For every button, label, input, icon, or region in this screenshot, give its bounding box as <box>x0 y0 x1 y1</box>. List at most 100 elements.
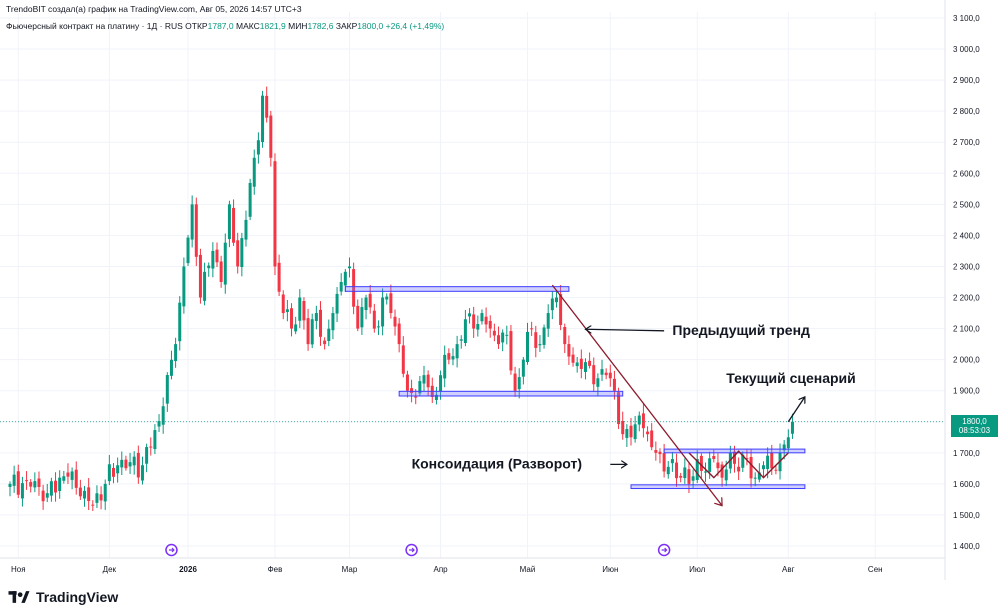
open-value: 1787,0 <box>207 21 234 31</box>
candle <box>95 485 99 508</box>
candle <box>310 313 314 349</box>
candle <box>70 467 74 490</box>
candle <box>360 298 364 335</box>
tradingview-footer[interactable]: TradingView <box>8 589 118 605</box>
candle <box>575 356 579 373</box>
x-tick-label: 2026 <box>179 565 197 574</box>
candle <box>550 291 554 320</box>
candle <box>211 242 215 278</box>
candle <box>352 262 356 315</box>
candle <box>712 449 716 463</box>
candle <box>534 325 538 358</box>
candle <box>480 309 484 325</box>
candle <box>87 478 91 511</box>
y-tick-label: 1 500,0 <box>953 511 980 520</box>
candle <box>227 200 231 248</box>
y-tick-label: 1 900,0 <box>953 387 980 396</box>
candle <box>335 287 339 322</box>
low-value: 1782,6 <box>307 21 334 31</box>
candle <box>571 347 575 367</box>
candle <box>41 484 45 510</box>
tradingview-logo-icon <box>8 591 30 603</box>
instrument-title: Фьючерсный контракт на платину · 1Д · RU… <box>6 21 183 31</box>
candle <box>774 464 778 475</box>
drawing-layer: Предыдущий тренд Текущий сценарий Консоида… <box>0 284 945 506</box>
candle <box>509 324 513 375</box>
candle <box>679 472 683 483</box>
candle <box>492 323 496 342</box>
candle <box>397 317 401 353</box>
event-marker-icon <box>405 543 418 557</box>
candle <box>596 373 600 397</box>
candle <box>252 149 256 195</box>
change-value: +26,4 (+1,49%) <box>385 21 445 31</box>
candle <box>439 370 443 400</box>
candle <box>563 323 567 354</box>
candle <box>29 479 33 493</box>
countdown-value: 08:53:03 <box>958 425 991 435</box>
candle <box>58 470 62 499</box>
range-zone <box>398 390 624 397</box>
candle <box>120 451 124 476</box>
x-tick-label: Июн <box>602 565 618 574</box>
candle <box>45 483 49 503</box>
candle <box>588 352 592 369</box>
candle <box>290 303 294 337</box>
candle <box>140 456 144 485</box>
candle <box>240 232 244 277</box>
candle <box>641 404 645 438</box>
candle <box>62 470 66 484</box>
candle <box>749 449 753 488</box>
candle <box>236 232 240 274</box>
candle <box>265 86 269 123</box>
candle <box>737 457 741 481</box>
candle <box>629 417 633 446</box>
annotation: Текущий сценарий <box>726 370 856 423</box>
candle <box>302 297 306 330</box>
candle <box>269 110 273 167</box>
y-tick-label: 2 100,0 <box>953 325 980 334</box>
y-tick-label: 1 600,0 <box>953 480 980 489</box>
y-tick-label: 2 200,0 <box>953 294 980 303</box>
candle <box>447 348 451 365</box>
instrument-legend: Фьючерсный контракт на платину · 1Д · RU… <box>6 21 444 31</box>
candle <box>654 441 658 461</box>
candle <box>720 461 724 487</box>
candle <box>20 476 24 507</box>
candle <box>426 370 430 397</box>
candle <box>381 288 385 336</box>
candle <box>612 370 616 400</box>
annotation-text: Текущий сценарий <box>726 370 856 386</box>
candle <box>298 289 302 329</box>
candle <box>132 451 136 475</box>
candle <box>459 335 463 349</box>
candle <box>244 210 248 247</box>
candle <box>277 254 281 297</box>
candle <box>149 437 153 456</box>
candle <box>203 262 207 306</box>
candle <box>650 423 654 451</box>
low-label: МИН <box>288 21 308 31</box>
candle <box>579 349 583 379</box>
candle <box>422 365 426 392</box>
candle <box>559 284 563 331</box>
candle <box>116 457 120 483</box>
candle <box>323 337 327 350</box>
candle <box>215 242 219 267</box>
candle <box>136 445 140 484</box>
candle <box>753 472 757 487</box>
chart-credit: TrendoBIT создал(а) график на TradingVie… <box>6 4 302 14</box>
y-tick-label: 3 100,0 <box>953 14 980 23</box>
y-tick-label: 3 000,0 <box>953 45 980 54</box>
candle <box>513 366 517 397</box>
y-tick-label: 2 900,0 <box>953 76 980 85</box>
y-tick-label: 2 000,0 <box>953 356 980 365</box>
x-tick-label: Ноя <box>11 565 26 574</box>
candle <box>443 345 447 388</box>
candle <box>285 299 289 322</box>
y-tick-label: 1 700,0 <box>953 449 980 458</box>
x-tick-label: Апр <box>433 565 448 574</box>
event-marker-icon <box>165 543 178 557</box>
candle <box>546 304 550 337</box>
